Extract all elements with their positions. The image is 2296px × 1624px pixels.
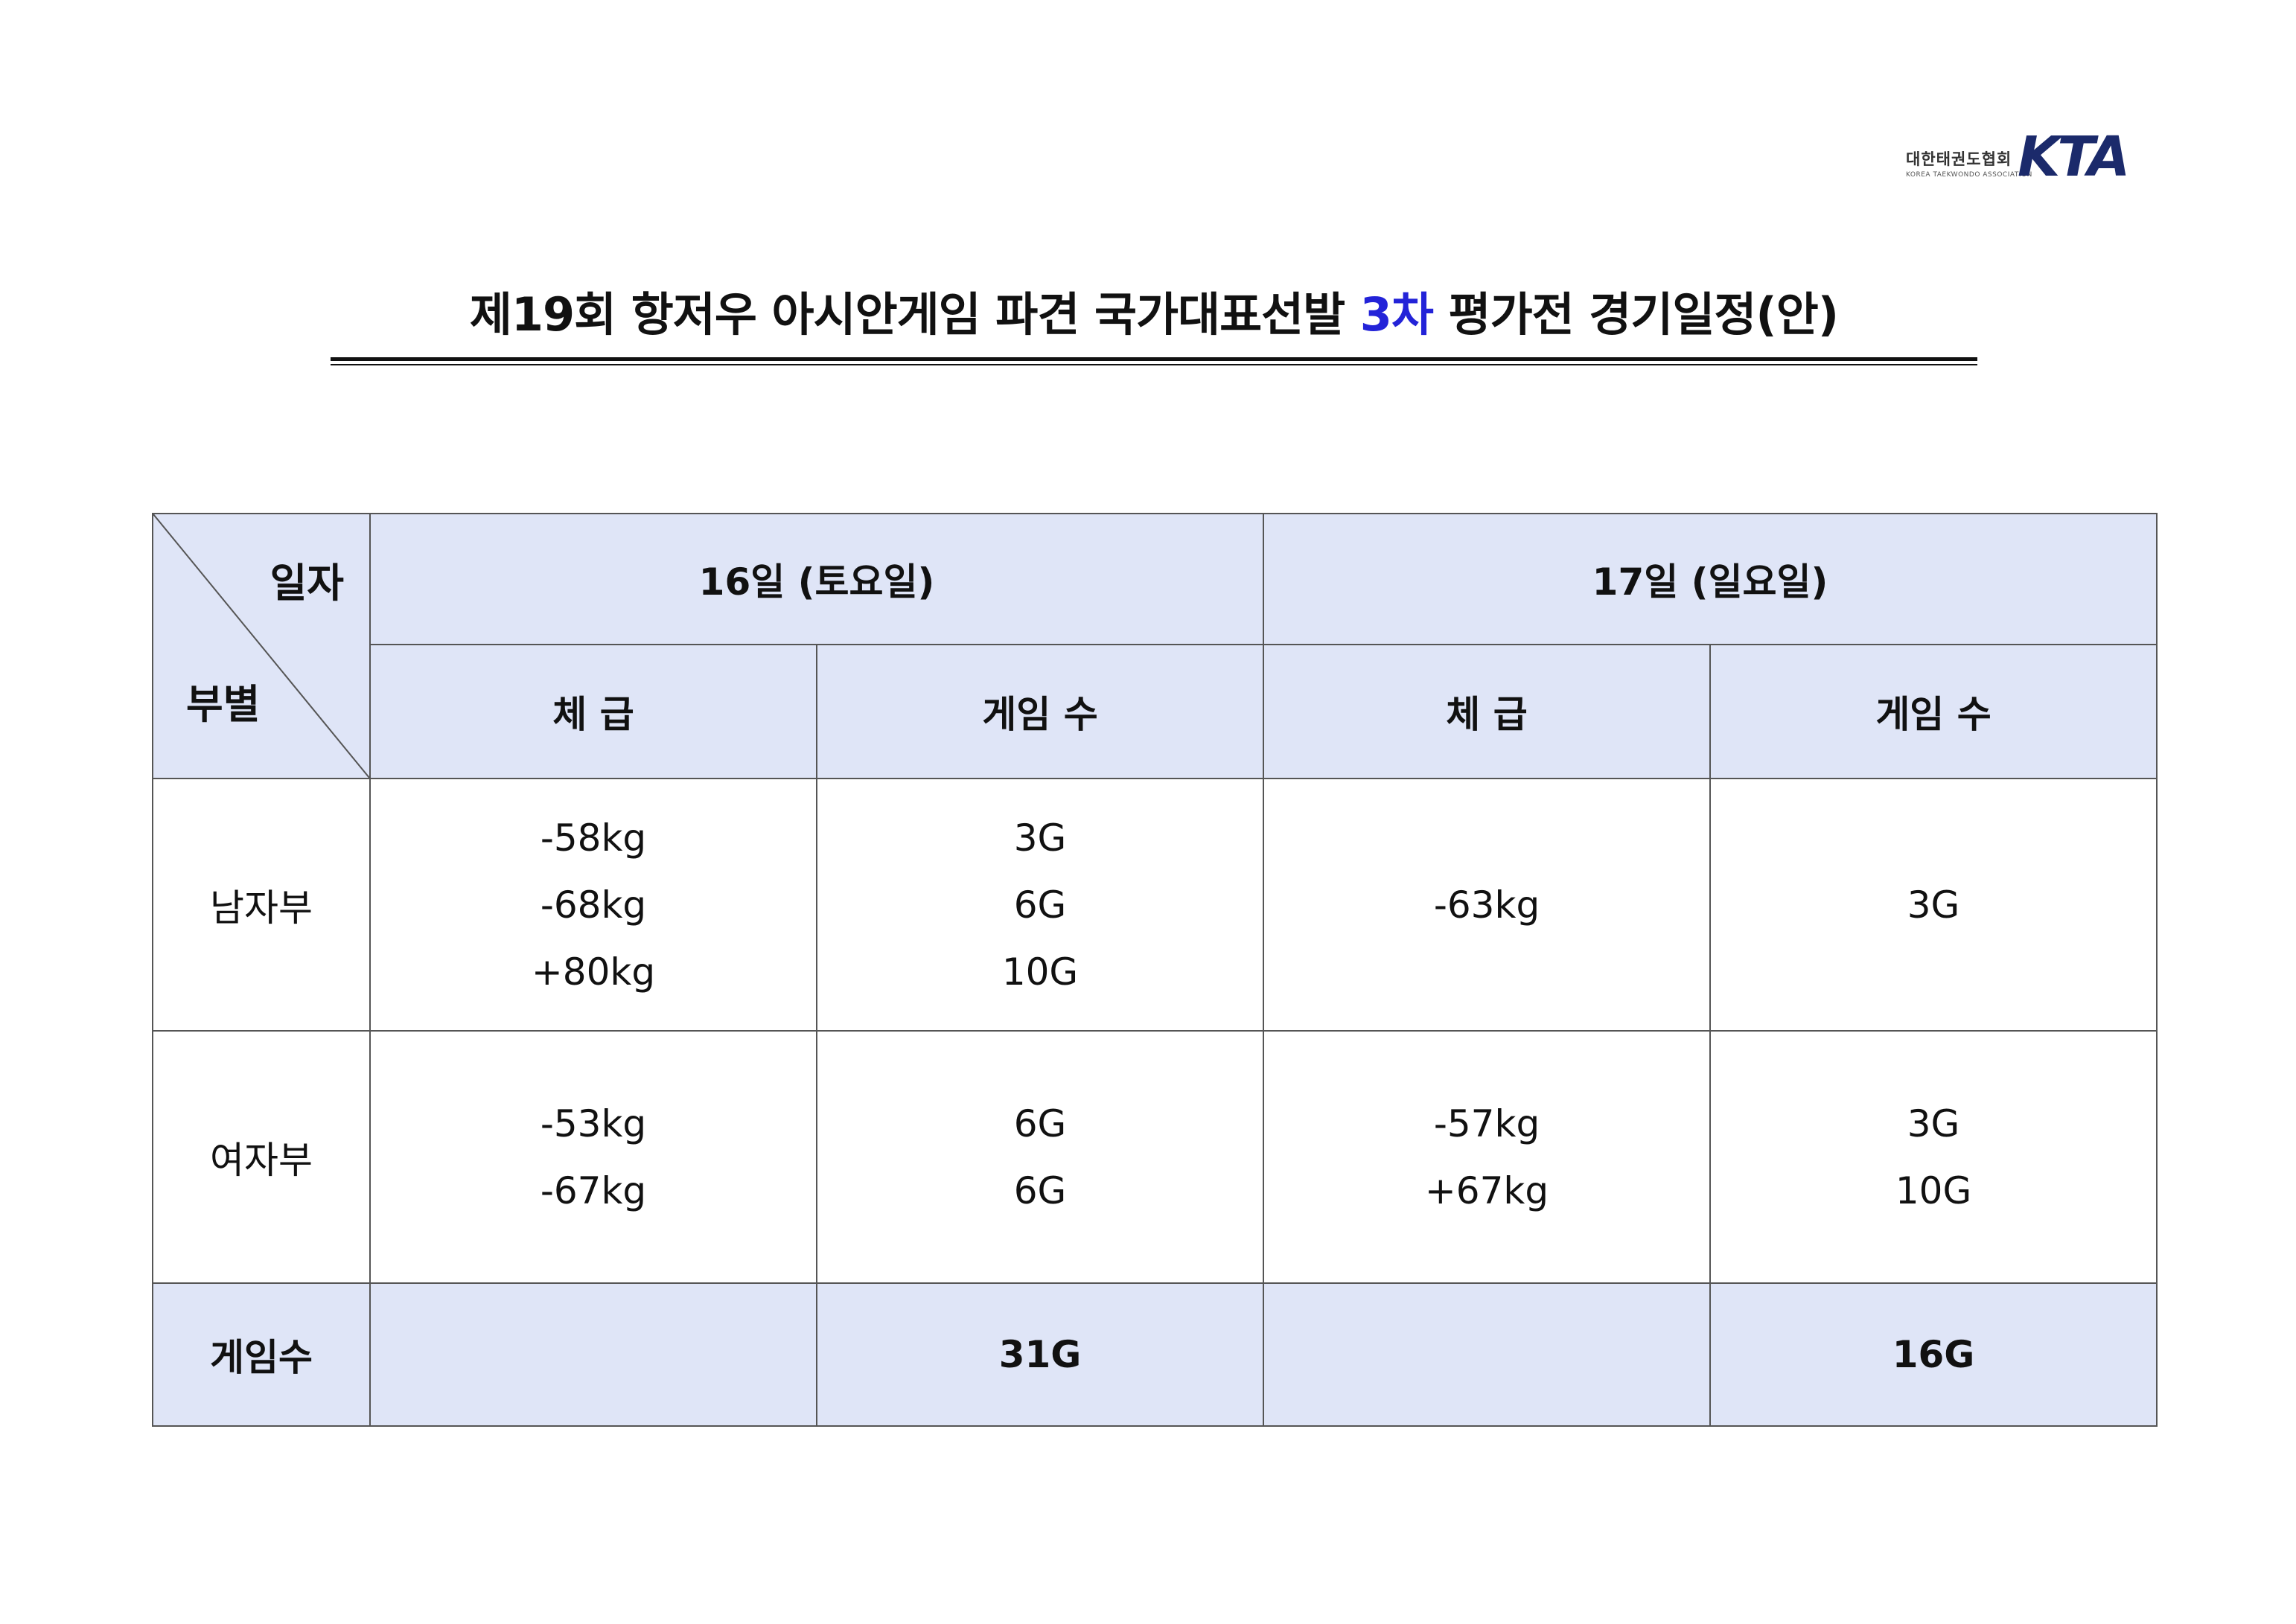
game-count: 3G (1907, 1102, 1960, 1145)
weight-class: -68kg (540, 883, 647, 927)
weight-class: +80kg (531, 950, 656, 994)
game-count: 6G (1013, 1102, 1067, 1145)
game-count: 10G (1001, 950, 1079, 994)
table-row: 남자부 -58kg -68kg +80kg 3G 6G 10G -63kg 3G (152, 778, 2158, 1032)
men-day1-weights: -58kg -68kg +80kg (369, 778, 817, 1032)
title-text-start: 제19회 항저우 아시안게임 파견 국가대표선발 (469, 287, 1360, 342)
day2-games-header: 게임 수 (1709, 644, 2158, 779)
game-count: 6G (1013, 1169, 1067, 1212)
svg-text:KTA: KTA (2018, 127, 2127, 186)
game-count: 3G (1013, 816, 1067, 860)
day2-weight-header: 체 급 (1263, 644, 1712, 779)
title-rule-thin (331, 364, 1977, 365)
women-day1-games: 6G 6G (815, 1030, 1265, 1284)
game-count: 6G (1013, 883, 1067, 927)
division-men: 남자부 (152, 778, 371, 1032)
title-text-end: 평가전 경기일정(안) (1432, 287, 1840, 342)
weight-class: -67kg (540, 1169, 647, 1212)
weight-class: -63kg (1433, 883, 1540, 927)
women-day2-weights: -57kg +67kg (1263, 1030, 1712, 1284)
document-title: 제19회 항저우 아시안게임 파견 국가대표선발 3차 평가전 경기일정(안) (328, 277, 1980, 344)
total-day1-weight-empty (369, 1282, 817, 1427)
schedule-table: 일자 부별 16일 (토요일) 17일 (일요일) 체 급 게임 수 체 급 게… (152, 513, 2158, 1427)
women-day2-games: 3G 10G (1709, 1030, 2158, 1284)
game-count: 10G (1895, 1169, 1972, 1212)
weight-class: -58kg (540, 816, 647, 860)
title-rule-thick (331, 357, 1977, 361)
weight-class: -57kg (1433, 1102, 1540, 1145)
corner-label-date: 일자 (270, 560, 344, 607)
logo-english-name: KOREA TAEKWONDO ASSOCIATION (1906, 171, 2032, 179)
diagonal-divider (153, 514, 369, 778)
corner-label-division: 부별 (186, 681, 261, 728)
men-day1-games: 3G 6G 10G (815, 778, 1265, 1032)
day2-header: 17일 (일요일) (1263, 513, 2158, 645)
total-row: 게임수 31G 16G (152, 1282, 2158, 1427)
table-row: 여자부 -53kg -67kg 6G 6G -57kg +67kg 3G 10G (152, 1030, 2158, 1284)
title-highlight-round: 3차 (1359, 287, 1434, 342)
men-day2-weights: -63kg (1263, 778, 1712, 1032)
total-label: 게임수 (152, 1282, 371, 1427)
women-day1-weights: -53kg -67kg (369, 1030, 817, 1284)
kta-mark-icon: KTA (2018, 127, 2128, 186)
title-double-rule (331, 357, 1977, 366)
weight-class: +67kg (1424, 1169, 1549, 1212)
men-day2-games: 3G (1709, 778, 2158, 1032)
game-count: 3G (1907, 883, 1960, 927)
logo-korean-name: 대한태권도협회 (1906, 150, 2012, 168)
division-women: 여자부 (152, 1030, 371, 1284)
day1-header: 16일 (토요일) (369, 513, 1265, 645)
day1-weight-header: 체 급 (369, 644, 817, 779)
weight-class: -53kg (540, 1102, 647, 1145)
day1-games-header: 게임 수 (815, 644, 1265, 779)
total-day1-games: 31G (815, 1282, 1265, 1427)
kta-logo: 대한태권도협회 KOREA TAEKWONDO ASSOCIATION KTA (1906, 127, 2129, 194)
corner-header-cell: 일자 부별 (152, 513, 371, 779)
total-day2-weight-empty (1263, 1282, 1712, 1427)
total-day2-games: 16G (1709, 1282, 2158, 1427)
